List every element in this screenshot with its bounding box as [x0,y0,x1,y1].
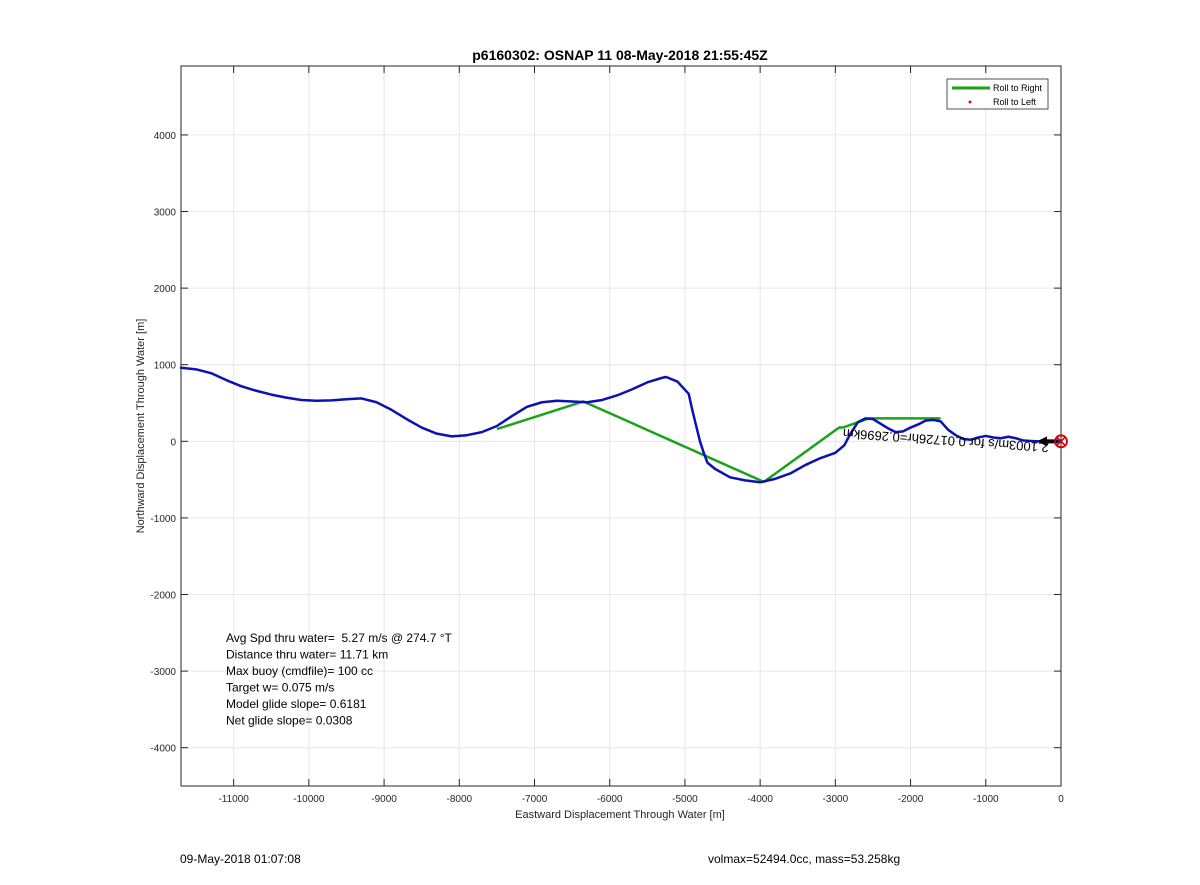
track-line [179,366,1063,484]
y-tick-label: -1000 [150,514,176,525]
annotations-layer: 2.1003m/s for 0.01726hr=0.2696km [842,426,1068,455]
series-layer [179,366,1063,484]
x-tick-label: -2000 [898,794,924,805]
stats-line: Avg Spd thru water= 5.27 m/s @ 274.7 °T [226,631,453,645]
plot-area [180,65,1062,787]
axis-ticks: -11000 -10000 -9000 -8000 -7000 -6000 -5000 -40… [150,66,1064,805]
y-tick-label: 3000 [154,208,177,219]
stats-line: Net glide slope= 0.0308 [226,714,353,728]
y-tick-label: -2000 [150,591,176,602]
x-tick-label: -3000 [823,794,849,805]
x-axis-label: Eastward Displacement Through Water [m] [515,809,725,821]
y-tick-label: -3000 [150,667,176,678]
footer-timestamp: 09-May-2018 01:07:08 [180,852,301,866]
stats-line: Target w= 0.075 m/s [226,681,334,695]
y-tick-label: 1000 [154,361,177,372]
end-marker-x [1056,436,1066,446]
stats-line: Model glide slope= 0.6181 [226,697,367,711]
y-tick-label: 2000 [154,284,177,295]
x-tick-label: -1000 [973,794,999,805]
current-vector-label: 2.1003m/s for 0.01726hr=0.2696km [842,426,1049,455]
y-tick-label: -4000 [150,744,176,755]
legend-label-roll-left: Roll to Left [993,97,1037,107]
grid [181,66,1062,786]
legend-swatch-roll-left [968,100,972,104]
y-axis-label: Northward Displacement Through Water [m] [135,319,147,534]
footer-volmax-mass: volmax=52494.0cc, mass=53.258kg [708,852,901,866]
x-tick-label: 0 [1058,794,1064,805]
end-marker-circle [1054,434,1068,449]
x-tick-label: -11000 [218,794,249,805]
x-tick-label: -10000 [293,794,325,805]
roll-right-line [496,400,941,484]
legend-box [946,78,1049,110]
x-tick-label: -4000 [747,794,773,805]
x-tick-label: -7000 [522,794,548,805]
stats-line: Max buoy (cmdfile)= 100 cc [226,664,373,678]
x-tick-label: -9000 [371,794,397,805]
chart-title: p6160302: OSNAP 11 08-May-2018 21:55:45Z [472,47,768,63]
x-tick-label: -8000 [447,794,473,805]
x-tick-label: -6000 [597,794,623,805]
y-tick-label: 0 [170,437,176,448]
current-arrow-head [1037,436,1047,447]
legend-label-roll-right: Roll to Right [993,83,1043,93]
x-tick-label: -5000 [672,794,698,805]
stats-line: Distance thru water= 11.71 km [226,648,388,662]
stats-block: Avg Spd thru water= 5.27 m/s @ 274.7 °T D… [226,631,453,728]
y-tick-label: 4000 [154,131,177,142]
legend: Roll to Right Roll to Left [946,78,1049,110]
